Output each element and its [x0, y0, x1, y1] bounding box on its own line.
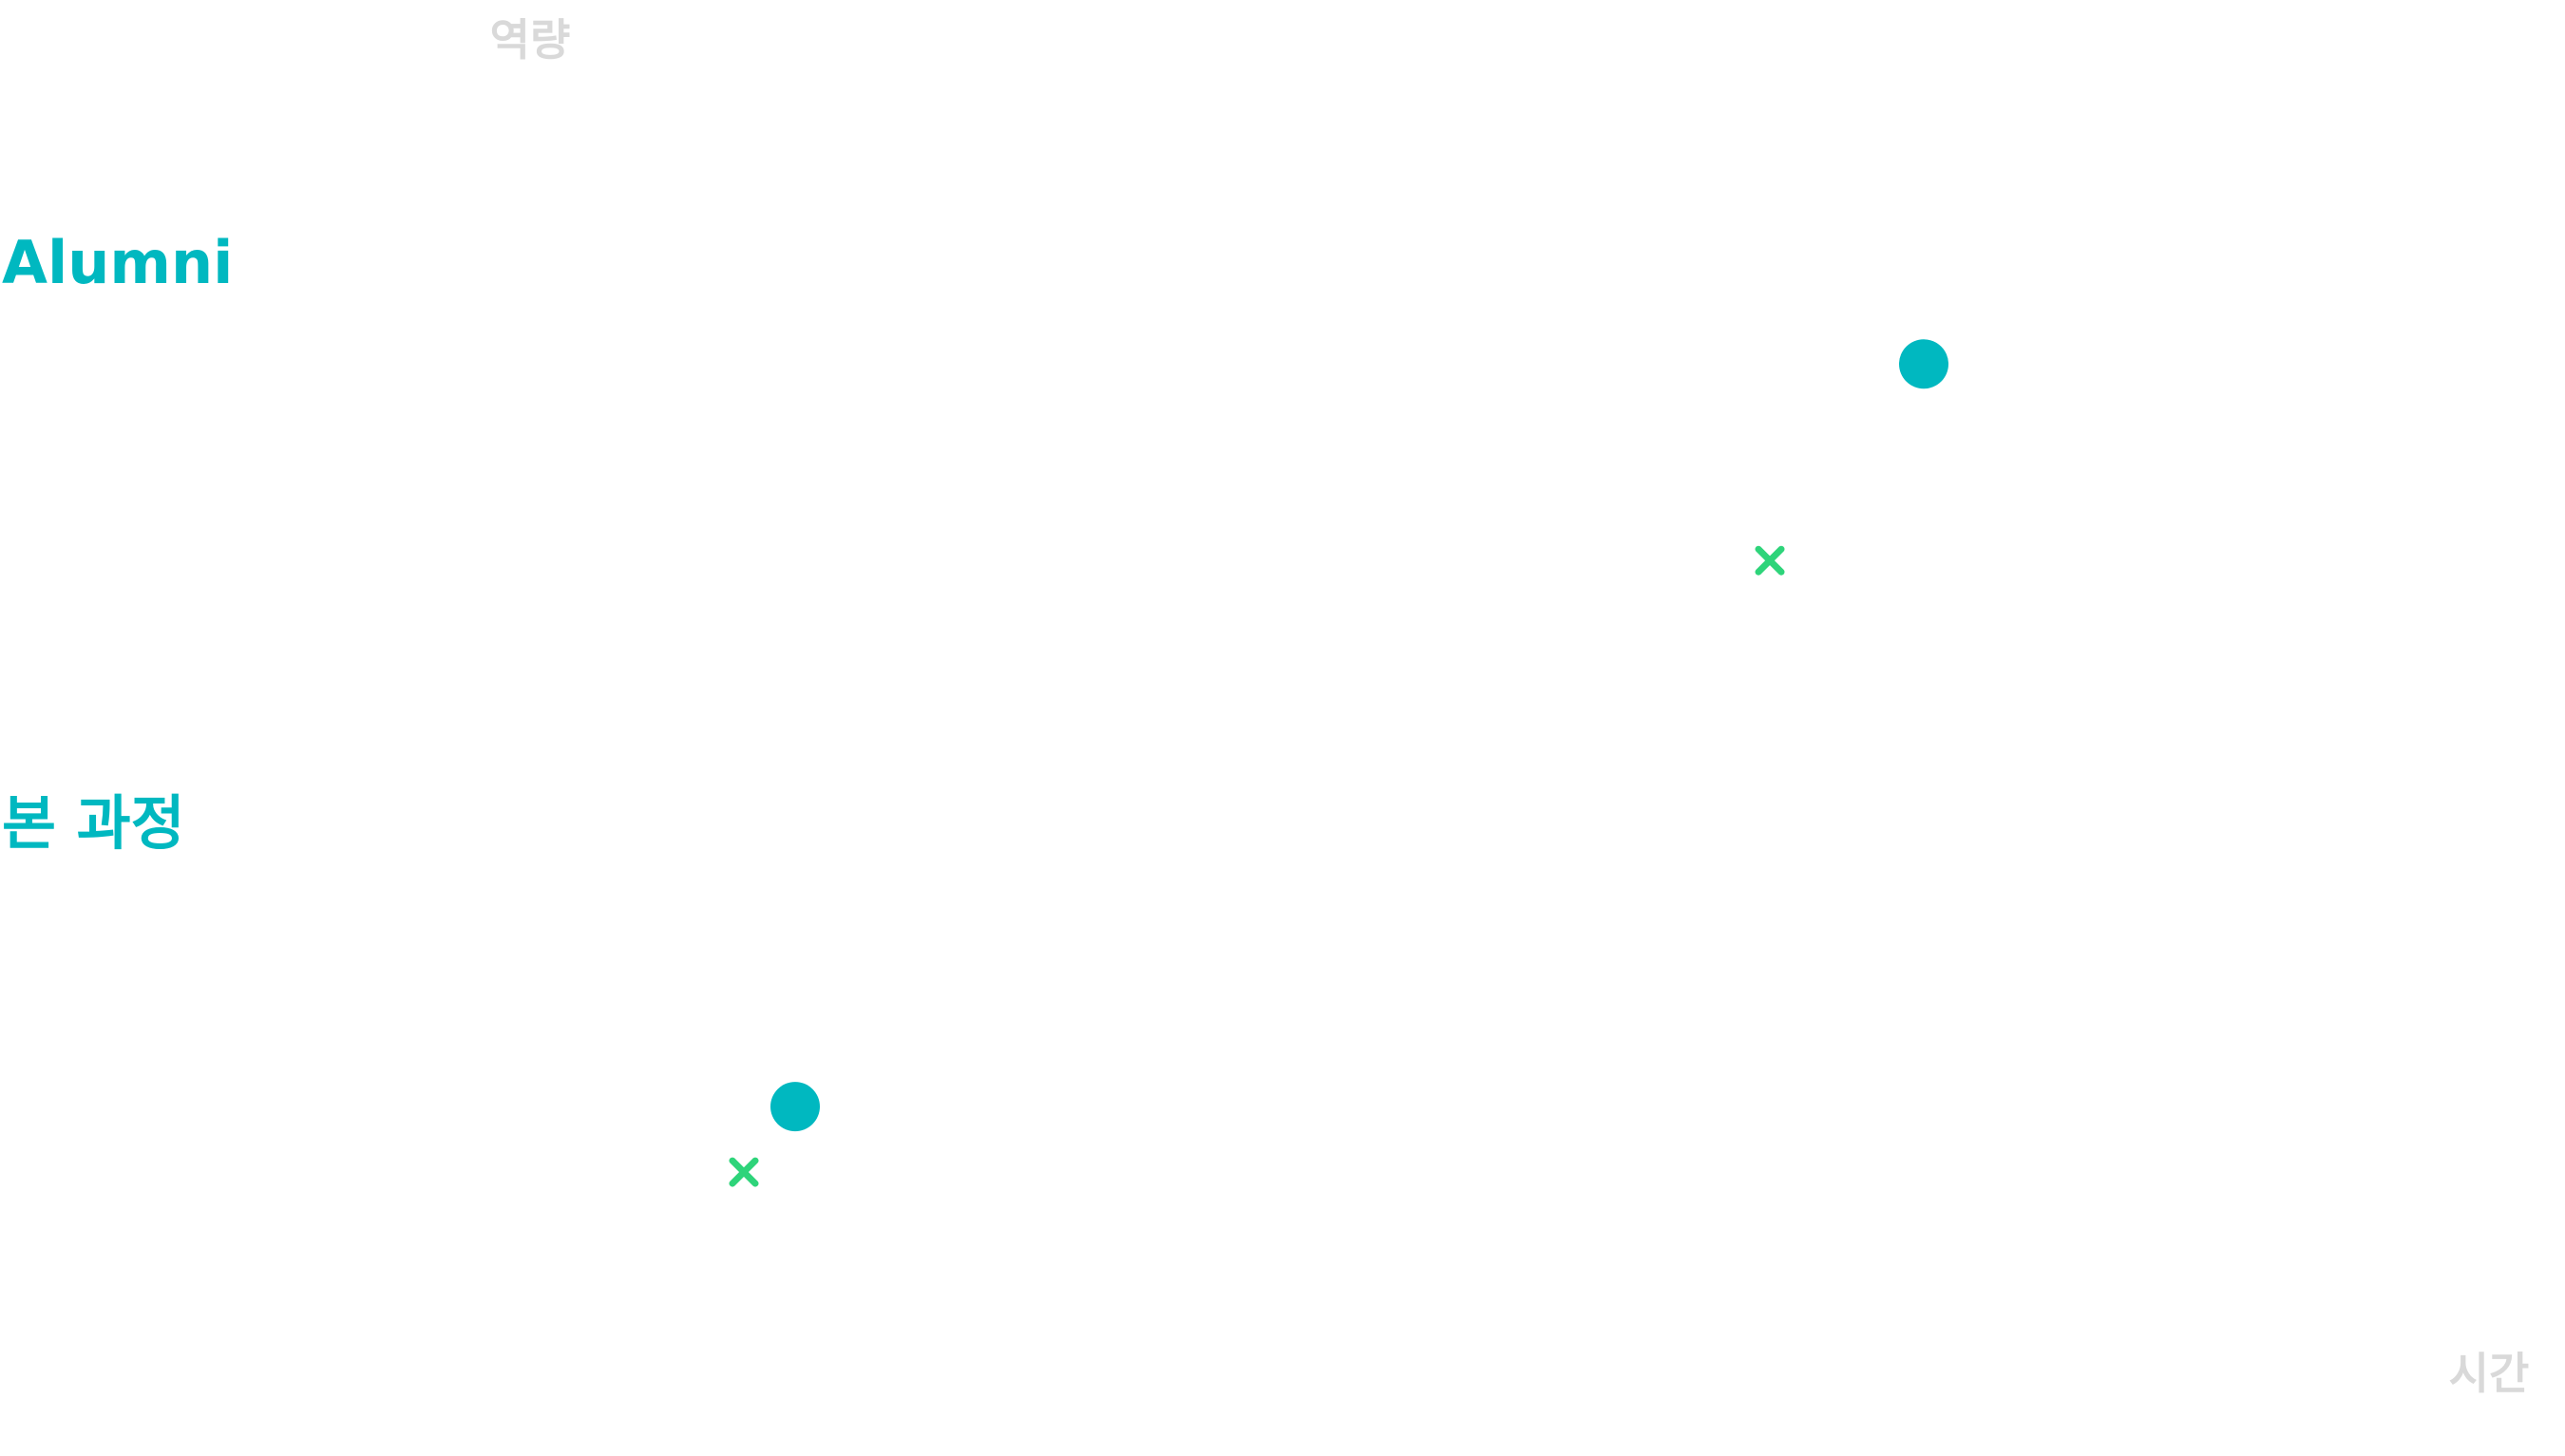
row-label-current-course: 본 과정 — [2, 788, 185, 858]
x-point-1 — [1755, 545, 1785, 576]
data-marks — [729, 339, 1948, 1187]
row-label-alumni: Alumni — [2, 228, 233, 297]
circle-point-1 — [1899, 339, 1948, 389]
circle-point-0 — [770, 1082, 820, 1132]
y-axis-label: 역량 — [490, 14, 571, 66]
x-point-0 — [729, 1157, 759, 1187]
x-axis-label: 시간 — [2449, 1348, 2530, 1399]
